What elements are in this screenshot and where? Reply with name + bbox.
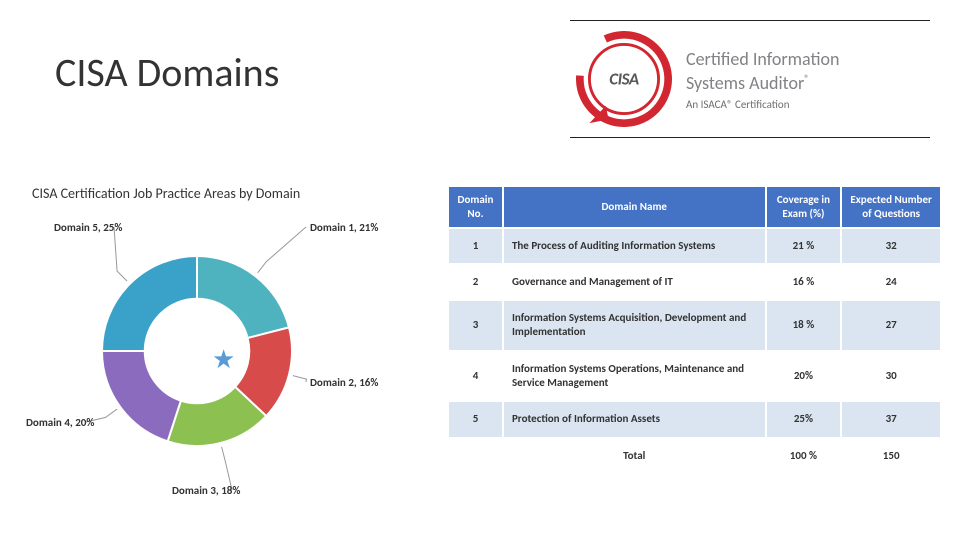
cisa-logo-circle: CISA: [576, 31, 672, 127]
table-header-coverage: Coverage in Exam (%): [766, 186, 842, 228]
table-cell-no: 2: [448, 264, 503, 300]
table-row: 3Information Systems Acquisition, Develo…: [448, 300, 941, 351]
table-row: 1The Process of Auditing Information Sys…: [448, 228, 941, 264]
table-cell-name: Protection of Information Assets: [503, 401, 766, 437]
logo-bottom-rule: [570, 137, 930, 138]
table-cell-name: Information Systems Operations, Maintena…: [503, 351, 766, 402]
table-cell-expected: 32: [841, 228, 941, 264]
table-header-name: Domain Name: [503, 186, 766, 228]
table-cell-expected: 37: [841, 401, 941, 437]
table-cell-no: 5: [448, 401, 503, 437]
table-cell-name: Governance and Management of IT: [503, 264, 766, 300]
logo-text-line1: Certified Information: [686, 48, 839, 70]
donut-chart-section: CISA Certification Job Practice Areas by…: [32, 185, 422, 496]
table-cell-expected: 24: [841, 264, 941, 300]
donut-chart: ★ Domain 1, 21%Domain 2, 16%Domain 3, 18…: [32, 206, 372, 496]
table-header-expected: Expected Number of Questions: [841, 186, 941, 228]
logo-text-line2: Systems Auditor®: [686, 72, 839, 94]
cisa-logo-block: CISA Certified Information Systems Audit…: [570, 20, 930, 138]
table-cell-name: Information Systems Acquisition, Develop…: [503, 300, 766, 351]
cisa-logo-acronym: CISA: [609, 69, 638, 90]
table-cell-no: 1: [448, 228, 503, 264]
table-total-cell-coverage: 100 %: [766, 438, 842, 474]
table-total-row: Total100 %150: [448, 438, 941, 474]
table-cell-coverage: 18 %: [766, 300, 842, 351]
table-row: 2Governance and Management of IT16 %24: [448, 264, 941, 300]
donut-label-d1: Domain 1, 21%: [310, 221, 378, 234]
donut-label-d3: Domain 3, 18%: [172, 484, 240, 497]
table-cell-expected: 27: [841, 300, 941, 351]
table-row: 4Information Systems Operations, Mainten…: [448, 351, 941, 402]
table-total-cell-no: [448, 438, 503, 474]
donut-label-d4: Domain 4, 20%: [26, 416, 94, 429]
donut-label-d2: Domain 2, 16%: [310, 376, 378, 389]
table-total-cell-name: Total: [503, 438, 766, 474]
donut-slice-d1: [197, 256, 289, 338]
table-cell-expected: 30: [841, 351, 941, 402]
table-cell-no: 3: [448, 300, 503, 351]
table-cell-coverage: 25%: [766, 401, 842, 437]
table-cell-coverage: 21 %: [766, 228, 842, 264]
table-cell-name: The Process of Auditing Information Syst…: [503, 228, 766, 264]
page-title: CISA Domains: [55, 48, 279, 97]
table-header-no: Domain No.: [448, 186, 503, 228]
donut-slice-d5: [102, 256, 197, 351]
table-total-cell-expected: 150: [841, 438, 941, 474]
table-cell-coverage: 16 %: [766, 264, 842, 300]
donut-slice-d4: [102, 351, 181, 441]
domain-table: Domain No.Domain NameCoverage in Exam (%…: [447, 185, 942, 475]
table-cell-coverage: 20%: [766, 351, 842, 402]
donut-chart-title: CISA Certification Job Practice Areas by…: [32, 185, 422, 202]
donut-label-d5: Domain 5, 25%: [54, 221, 122, 234]
table-row: 5Protection of Information Assets25%37: [448, 401, 941, 437]
table-cell-no: 4: [448, 351, 503, 402]
logo-text-subline: An ISACA® Certification: [686, 98, 839, 111]
domain-table-section: Domain No.Domain NameCoverage in Exam (%…: [447, 185, 942, 475]
